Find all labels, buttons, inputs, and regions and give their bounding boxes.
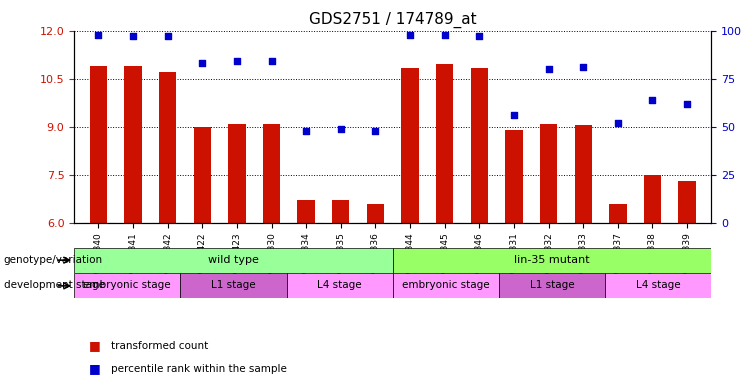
Text: embryonic stage: embryonic stage bbox=[402, 280, 490, 290]
Bar bbox=[332, 200, 350, 223]
FancyBboxPatch shape bbox=[393, 248, 711, 273]
FancyBboxPatch shape bbox=[499, 273, 605, 298]
Text: embryonic stage: embryonic stage bbox=[84, 280, 171, 290]
Point bbox=[335, 126, 347, 132]
Text: percentile rank within the sample: percentile rank within the sample bbox=[111, 364, 287, 374]
Point bbox=[196, 60, 208, 66]
Point bbox=[439, 31, 451, 38]
FancyBboxPatch shape bbox=[605, 273, 711, 298]
Bar bbox=[609, 204, 626, 223]
Bar bbox=[263, 124, 280, 223]
Point bbox=[681, 101, 693, 107]
Text: L4 stage: L4 stage bbox=[317, 280, 362, 290]
FancyBboxPatch shape bbox=[393, 273, 499, 298]
Point bbox=[612, 120, 624, 126]
Point bbox=[473, 33, 485, 40]
Text: L4 stage: L4 stage bbox=[636, 280, 680, 290]
Point bbox=[404, 31, 416, 38]
Point bbox=[508, 112, 520, 118]
FancyBboxPatch shape bbox=[74, 273, 180, 298]
Text: lin-35 mutant: lin-35 mutant bbox=[514, 255, 590, 265]
Point bbox=[370, 127, 382, 134]
Point bbox=[265, 58, 277, 65]
FancyBboxPatch shape bbox=[287, 273, 393, 298]
Text: ■: ■ bbox=[89, 362, 101, 375]
Bar bbox=[679, 181, 696, 223]
Bar bbox=[402, 68, 419, 223]
Bar bbox=[297, 200, 315, 223]
Text: L1 stage: L1 stage bbox=[211, 280, 256, 290]
Bar bbox=[159, 72, 176, 223]
Bar bbox=[471, 68, 488, 223]
Bar bbox=[193, 127, 211, 223]
Bar bbox=[124, 66, 142, 223]
Point bbox=[127, 33, 139, 40]
Bar bbox=[644, 175, 661, 223]
Text: ■: ■ bbox=[89, 339, 101, 352]
Bar bbox=[228, 124, 245, 223]
Point bbox=[162, 33, 173, 40]
Point bbox=[542, 66, 554, 72]
Bar bbox=[574, 125, 592, 223]
Text: genotype/variation: genotype/variation bbox=[4, 255, 103, 265]
Bar bbox=[505, 130, 522, 223]
Bar bbox=[540, 124, 557, 223]
Point bbox=[300, 127, 312, 134]
Bar bbox=[90, 66, 107, 223]
Text: transformed count: transformed count bbox=[111, 341, 208, 351]
FancyBboxPatch shape bbox=[74, 248, 393, 273]
Point bbox=[231, 58, 243, 65]
Point bbox=[577, 64, 589, 70]
Title: GDS2751 / 174789_at: GDS2751 / 174789_at bbox=[309, 12, 476, 28]
FancyBboxPatch shape bbox=[180, 273, 287, 298]
Text: wild type: wild type bbox=[208, 255, 259, 265]
Point bbox=[647, 97, 659, 103]
Bar bbox=[367, 204, 384, 223]
Point bbox=[93, 31, 104, 38]
Text: development stage: development stage bbox=[4, 280, 104, 290]
Bar bbox=[436, 65, 453, 223]
Text: L1 stage: L1 stage bbox=[530, 280, 574, 290]
